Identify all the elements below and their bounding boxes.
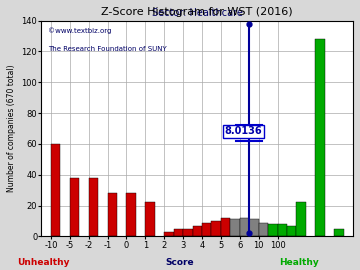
Y-axis label: Number of companies (670 total): Number of companies (670 total) xyxy=(7,65,16,192)
Bar xyxy=(174,229,183,237)
Bar xyxy=(287,226,296,237)
Bar xyxy=(193,226,202,237)
Bar xyxy=(70,178,79,237)
Title: Z-Score Histogram for WST (2016): Z-Score Histogram for WST (2016) xyxy=(102,7,293,17)
Text: The Research Foundation of SUNY: The Research Foundation of SUNY xyxy=(48,46,166,52)
Bar xyxy=(221,218,230,237)
Bar xyxy=(249,220,258,237)
Bar xyxy=(230,220,240,237)
Bar xyxy=(164,232,174,237)
Bar xyxy=(240,218,249,237)
Text: Score: Score xyxy=(166,258,194,266)
Text: Healthy: Healthy xyxy=(279,258,319,266)
Text: Sector: Healthcare: Sector: Healthcare xyxy=(152,8,243,18)
Bar xyxy=(145,202,155,237)
Bar xyxy=(211,221,221,237)
Bar xyxy=(296,202,306,237)
Bar xyxy=(89,178,98,237)
Text: 8.0136: 8.0136 xyxy=(225,126,262,136)
Text: Unhealthy: Unhealthy xyxy=(17,258,69,266)
Text: ©www.textbiz.org: ©www.textbiz.org xyxy=(48,27,111,34)
Bar xyxy=(315,39,325,237)
Bar xyxy=(278,224,287,237)
Bar xyxy=(268,224,278,237)
Bar xyxy=(258,222,268,237)
Bar xyxy=(334,229,343,237)
Bar xyxy=(183,229,193,237)
Bar xyxy=(51,144,60,237)
Bar xyxy=(202,222,211,237)
Bar xyxy=(108,193,117,237)
Bar xyxy=(126,193,136,237)
